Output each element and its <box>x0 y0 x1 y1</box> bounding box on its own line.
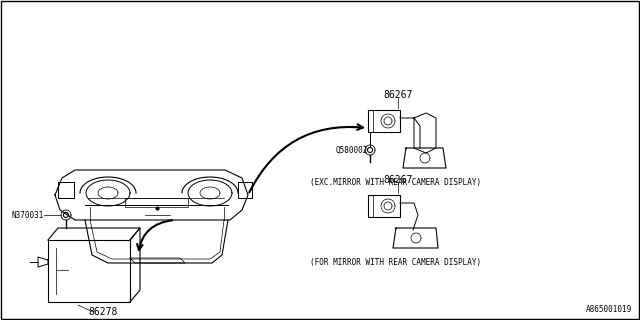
Text: 86267: 86267 <box>383 90 413 100</box>
Text: Q580002: Q580002 <box>336 146 369 155</box>
Text: A865001019: A865001019 <box>586 305 632 314</box>
Text: N370031: N370031 <box>12 211 44 220</box>
Text: (EXC.MIRROR WITH REAR CAMERA DISPLAY): (EXC.MIRROR WITH REAR CAMERA DISPLAY) <box>310 179 481 188</box>
Text: (FOR MIRROR WITH REAR CAMERA DISPLAY): (FOR MIRROR WITH REAR CAMERA DISPLAY) <box>310 259 481 268</box>
Text: 86278: 86278 <box>88 307 118 317</box>
Text: 86267: 86267 <box>383 175 413 185</box>
